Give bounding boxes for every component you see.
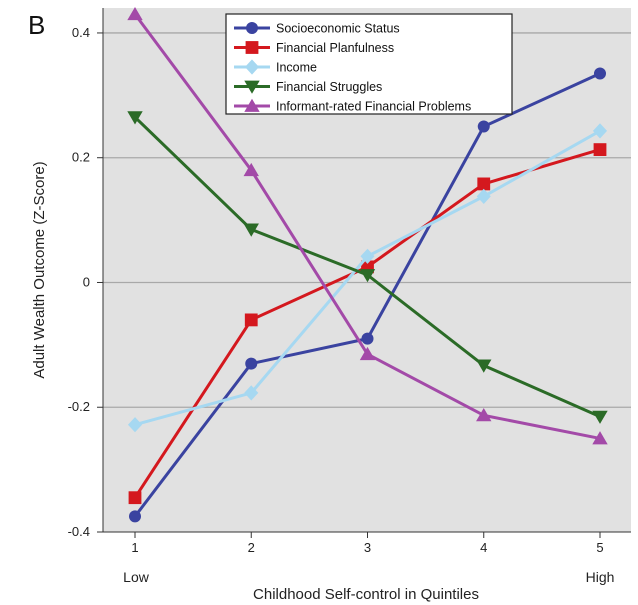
y-tick-label: 0.2 <box>72 150 90 165</box>
series-triangle-down <box>127 111 608 424</box>
series-diamond <box>127 123 608 433</box>
legend-label: Income <box>276 61 317 75</box>
data-point <box>243 223 259 237</box>
legend-label: Socioeconomic Status <box>276 22 400 36</box>
legend-swatch-marker <box>245 41 259 54</box>
legend-swatch-marker <box>244 59 260 75</box>
data-point <box>592 123 608 139</box>
y-tick-label: -0.4 <box>68 524 90 539</box>
data-point <box>476 188 491 204</box>
data-point <box>476 359 492 373</box>
data-point <box>361 332 374 345</box>
legend-swatch-marker <box>244 80 260 94</box>
data-point <box>243 162 259 177</box>
legend-swatch-marker <box>245 21 258 34</box>
legend-label: Financial Struggles <box>276 80 382 94</box>
x-axis-ticks: 1 2 3 4 5 <box>131 532 604 555</box>
data-point <box>244 313 258 327</box>
panel-label: B <box>28 10 45 40</box>
legend-swatch-marker <box>244 98 260 112</box>
data-point <box>127 6 143 21</box>
gridlines <box>103 32 631 408</box>
data-point <box>477 120 490 133</box>
x-axis-title: Childhood Self-control in Quintiles <box>253 586 479 603</box>
y-tick-label: 0.4 <box>72 25 90 40</box>
x-tick-label: 3 <box>364 540 371 555</box>
data-point <box>127 417 143 433</box>
legend-entry: Informant-rated Financial Problems <box>234 98 471 114</box>
y-axis-title: Adult Wealth Outcome (Z-Score) <box>31 161 48 378</box>
x-tick-label: 1 <box>131 540 138 555</box>
series-triangle-up <box>127 6 608 445</box>
data-point <box>245 357 258 370</box>
data-point <box>127 111 143 125</box>
data-point <box>360 248 375 264</box>
data-point <box>359 346 376 361</box>
legend-entry: Financial Struggles <box>234 80 382 94</box>
y-tick-label: -0.2 <box>68 399 90 414</box>
data-point <box>476 408 492 422</box>
data-point <box>244 385 259 401</box>
data-point <box>592 410 608 424</box>
x-axis-high-label: High <box>586 569 615 585</box>
data-point <box>128 491 142 505</box>
y-axis-ticks: 0.4 0.2 0 -0.2 -0.4 <box>68 25 103 539</box>
legend-box <box>225 13 513 115</box>
x-tick-label: 5 <box>596 540 603 555</box>
x-tick-label: 2 <box>248 540 255 555</box>
y-tick-label: 0 <box>83 274 90 289</box>
legend-entry: Income <box>234 59 317 75</box>
legend-entry: Financial Planfulness <box>234 41 394 55</box>
x-axis-low-label: Low <box>123 569 150 585</box>
series-layer <box>127 6 608 523</box>
legend-label: Financial Planfulness <box>276 41 394 55</box>
legend-entry: Socioeconomic Status <box>234 22 400 36</box>
data-point <box>477 177 491 191</box>
data-point <box>593 143 607 157</box>
series-circle <box>128 67 607 523</box>
data-point <box>594 67 607 80</box>
data-point <box>359 269 376 283</box>
x-tick-label: 4 <box>480 540 487 555</box>
legend: Socioeconomic Status Financial Planfulnes… <box>225 13 513 115</box>
data-point <box>592 431 608 445</box>
legend-label: Informant-rated Financial Problems <box>276 100 471 114</box>
data-point <box>128 510 141 523</box>
series-square <box>128 143 607 505</box>
